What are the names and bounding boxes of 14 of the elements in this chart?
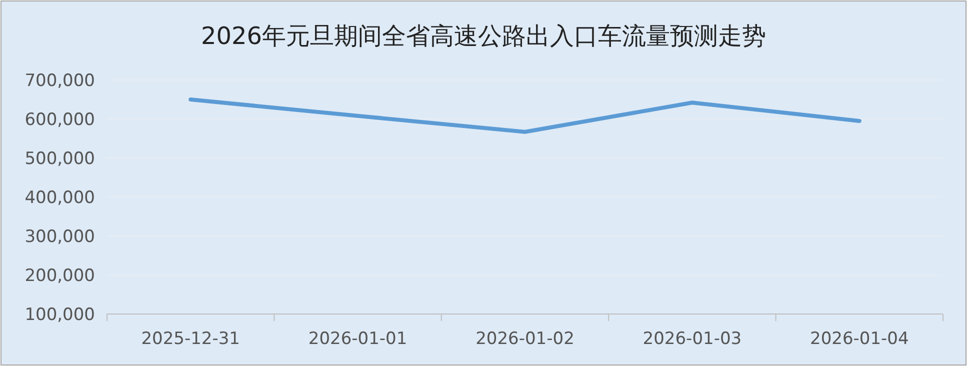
y-tick-label: 300,000 (24, 227, 95, 247)
y-tick-label: 600,000 (24, 110, 95, 130)
chart-title: 2026年元旦期间全省高速公路出入口车流量预测走势 (200, 22, 766, 50)
y-tick-label: 200,000 (24, 266, 95, 286)
y-tick-label: 400,000 (24, 188, 95, 208)
y-tick-label: 700,000 (24, 71, 95, 91)
x-tick-label: 2026-01-04 (810, 329, 909, 349)
x-tick-label: 2026-01-02 (476, 329, 574, 349)
line-series (188, 98, 862, 134)
x-tick-label: 2026-01-03 (642, 329, 742, 349)
y-tick-label: 100,000 (24, 305, 95, 325)
x-tick-label: 2026-01-01 (308, 329, 408, 349)
x-tick-label: 2025-12-31 (141, 329, 240, 349)
y-tick-label: 500,000 (24, 149, 95, 169)
